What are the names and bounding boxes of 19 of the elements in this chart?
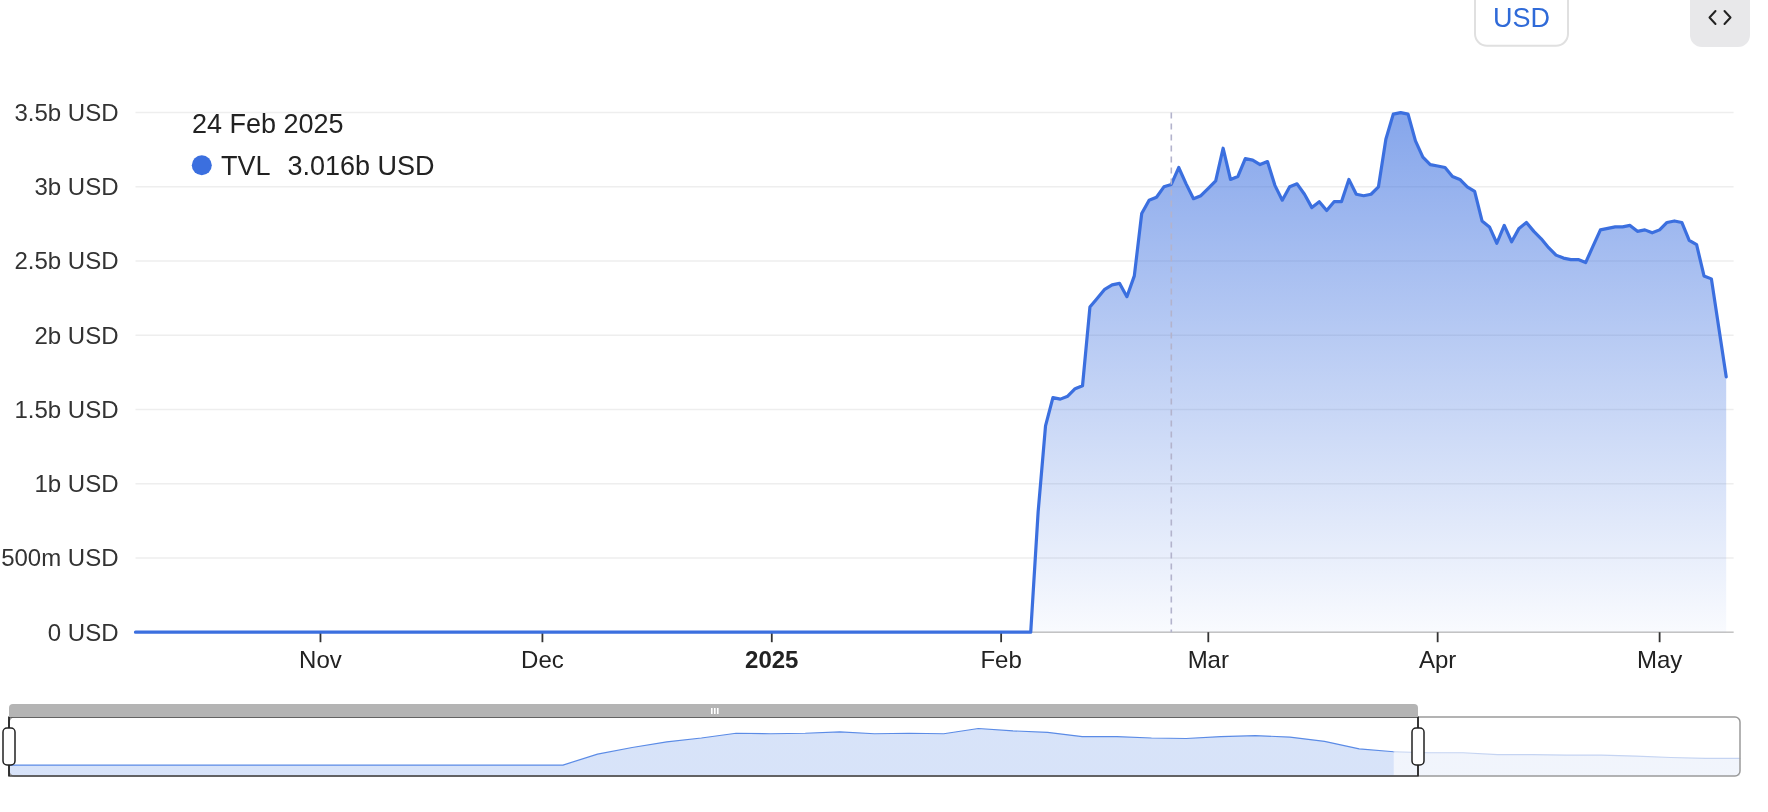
legend-label: TVL	[221, 150, 271, 181]
y-tick-label: 3b USD	[34, 173, 119, 201]
y-tick-label: 500m USD	[1, 544, 119, 572]
y-tick-label: 0 USD	[47, 618, 119, 646]
x-tick-label: 2025	[745, 646, 799, 674]
x-tick-label: Mar	[1187, 646, 1229, 674]
y-tick-label: 2.5b USD	[14, 247, 119, 275]
x-tick-label: Feb	[980, 646, 1022, 674]
annotation: 24 Feb 2025	[192, 109, 344, 140]
y-tick-label: 1.5b USD	[14, 395, 119, 423]
x-tick-label: Dec	[521, 646, 564, 674]
y-tick-label: 2b USD	[34, 321, 119, 349]
x-tick-label: Apr	[1418, 646, 1457, 674]
currency-toggle: USD	[1474, 0, 1569, 47]
x-tick-label: May	[1636, 646, 1683, 674]
y-tick-label: 1b USD	[34, 470, 119, 498]
annotation: 3.016b USD	[287, 150, 435, 181]
x-tick-label: Nov	[299, 646, 342, 674]
y-tick-label: 3.5b USD	[14, 99, 119, 126]
